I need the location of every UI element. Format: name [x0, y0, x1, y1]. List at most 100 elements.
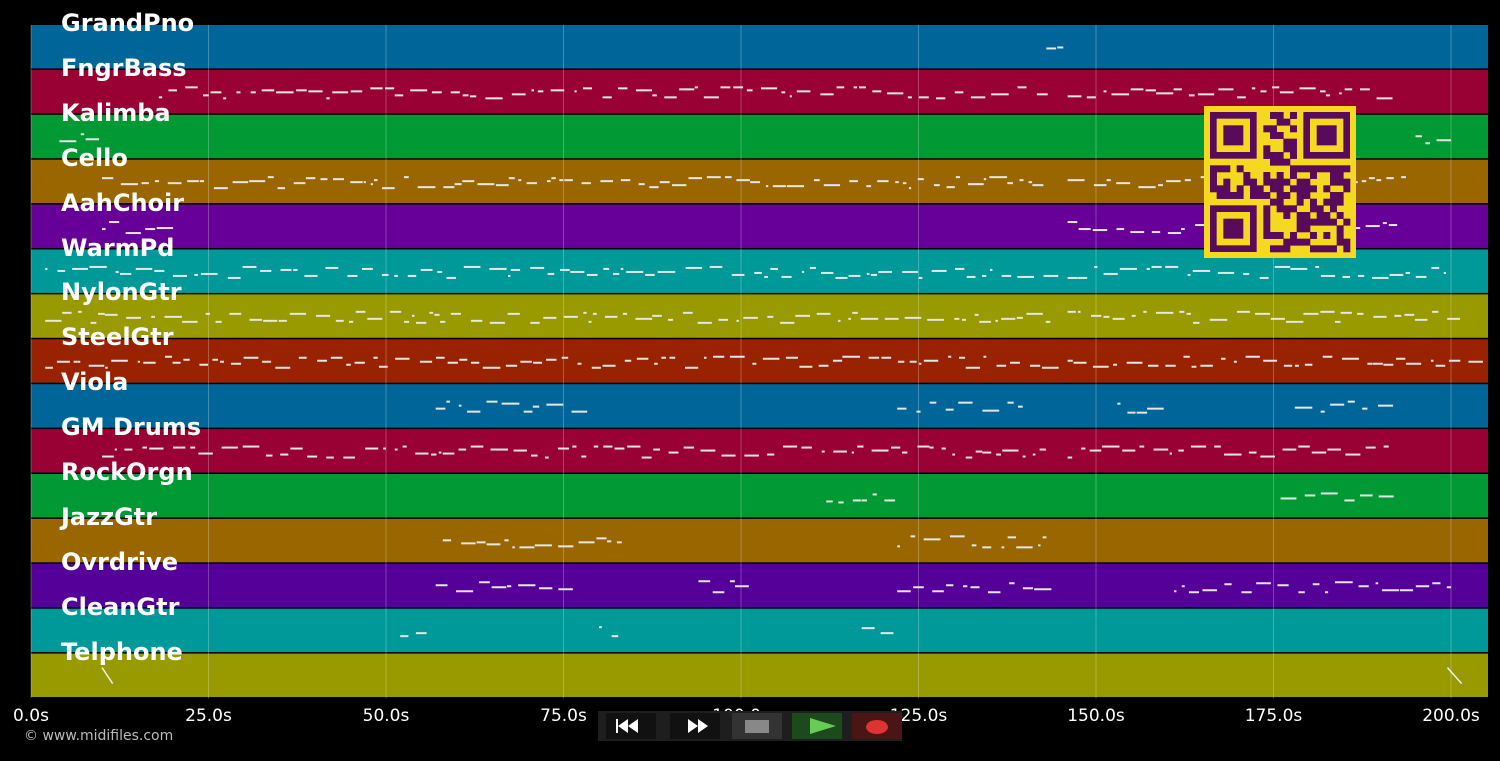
- note-block: [654, 362, 658, 365]
- note-block: [963, 585, 968, 588]
- note-block: [725, 176, 732, 179]
- note-block: [560, 268, 570, 271]
- note-block: [346, 363, 351, 366]
- note-block: [236, 91, 241, 94]
- track-lane[interactable]: [31, 384, 1488, 428]
- note-block: [664, 96, 677, 99]
- note-block: [221, 446, 238, 449]
- note-block: [199, 180, 205, 183]
- rewind-button[interactable]: [606, 713, 656, 739]
- track-lane[interactable]: [31, 518, 1488, 563]
- note-block: [316, 314, 331, 317]
- note-block: [242, 445, 260, 448]
- note-block: [852, 311, 858, 314]
- note-block: [558, 545, 574, 548]
- note-block: [908, 187, 912, 190]
- note-block: [355, 310, 366, 313]
- note-block: [250, 91, 256, 94]
- note-block: [688, 177, 703, 180]
- note-block: [1045, 320, 1051, 323]
- note-block: [955, 176, 961, 179]
- note-block: [1173, 88, 1182, 91]
- fast-forward-button[interactable]: [670, 713, 720, 739]
- note-block: [1166, 180, 1181, 183]
- note-block: [215, 320, 222, 323]
- note-block: [109, 221, 120, 224]
- time-tick-label: 175.0s: [1244, 706, 1303, 726]
- note-block: [330, 356, 343, 359]
- note-block: [1001, 274, 1012, 277]
- note-block: [126, 316, 141, 319]
- note-block: [545, 456, 549, 459]
- note-block: [343, 456, 355, 459]
- note-block: [982, 451, 992, 454]
- note-block: [431, 91, 442, 94]
- note-block: [1094, 265, 1098, 268]
- track-lane[interactable]: [31, 339, 1488, 383]
- note-block: [959, 356, 966, 359]
- note-block: [354, 361, 365, 364]
- note-block: [1092, 365, 1109, 368]
- note-block: [1260, 90, 1267, 93]
- note-block: [120, 272, 132, 275]
- note-block: [1286, 320, 1304, 323]
- note-block: [1233, 360, 1237, 363]
- note-block: [205, 312, 211, 315]
- note-block: [1184, 179, 1191, 182]
- transport-bar: [598, 711, 902, 741]
- note-block: [1217, 271, 1235, 274]
- note-block: [507, 312, 520, 315]
- note-block: [1169, 452, 1172, 455]
- track-lane[interactable]: [31, 25, 1488, 69]
- note-block: [1304, 363, 1313, 366]
- track-lane[interactable]: [31, 429, 1488, 473]
- note-block: [1382, 222, 1387, 225]
- stop-button[interactable]: [732, 713, 782, 739]
- play-button[interactable]: [792, 713, 842, 739]
- note-block: [62, 311, 72, 314]
- note-block: [1081, 447, 1086, 450]
- note-block: [965, 456, 973, 459]
- note-block: [382, 187, 395, 190]
- track-label: Telphone: [61, 637, 183, 666]
- note-block: [304, 274, 318, 277]
- note-block: [1362, 407, 1368, 410]
- note-block: [616, 541, 622, 544]
- note-block: [172, 361, 181, 364]
- track-lane[interactable]: [31, 653, 1488, 697]
- note-block: [276, 91, 294, 94]
- track-lane[interactable]: [31, 608, 1488, 653]
- note-block: [968, 183, 984, 186]
- note-block: [551, 177, 556, 180]
- note-block: [1414, 318, 1428, 321]
- note-block: [1151, 265, 1162, 268]
- note-block: [450, 91, 460, 94]
- track-lane[interactable]: [31, 563, 1488, 608]
- note-block: [231, 362, 242, 365]
- note-block: [394, 94, 404, 97]
- note-block: [183, 358, 190, 361]
- note-block: [820, 93, 834, 96]
- note-block: [511, 93, 526, 96]
- track-lane[interactable]: [31, 474, 1488, 518]
- note-block: [933, 184, 940, 187]
- note-block: [668, 451, 679, 454]
- note-block: [848, 274, 861, 277]
- note-block: [1375, 582, 1379, 585]
- note-block: [210, 91, 222, 94]
- note-block: [657, 270, 676, 273]
- note-block: [614, 447, 625, 450]
- track-lane[interactable]: [31, 294, 1488, 338]
- note-block: [260, 269, 272, 272]
- note-block: [744, 454, 759, 457]
- note-block: [1359, 494, 1373, 497]
- note-block: [795, 314, 810, 317]
- note-block: [659, 181, 670, 184]
- note-block: [370, 87, 383, 90]
- note-block: [1330, 403, 1345, 406]
- note-block: [1430, 359, 1434, 362]
- note-block: [491, 586, 507, 589]
- note-block: [458, 404, 462, 407]
- note-block: [962, 318, 966, 321]
- record-button[interactable]: [852, 713, 902, 739]
